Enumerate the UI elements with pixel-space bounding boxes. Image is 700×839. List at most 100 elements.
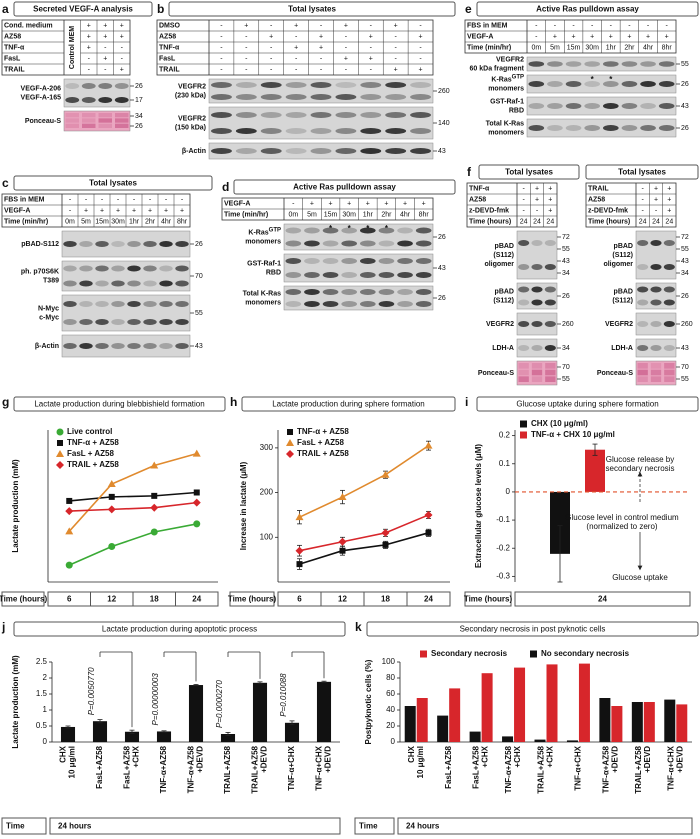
legend-marker (57, 440, 63, 446)
mw-marker: 43 (438, 265, 446, 272)
cell: - (655, 207, 658, 214)
mw-marker: 43 (681, 345, 689, 352)
cell: - (394, 44, 397, 51)
x-tick-label: FasL+AZ58 (472, 745, 481, 788)
x-tick-label: 10 μg/ml (416, 746, 425, 778)
cell: + (329, 200, 333, 207)
cell: + (548, 196, 552, 203)
ponceau-stain (637, 376, 648, 382)
band (111, 301, 125, 307)
band (235, 82, 257, 88)
band (378, 227, 395, 234)
blot-label: GST-Raf-1 (490, 98, 524, 105)
cell: + (419, 66, 423, 73)
band (341, 301, 358, 307)
band (81, 97, 96, 103)
cell: + (294, 44, 298, 51)
blot (516, 230, 558, 280)
x-tick-label: +CHX (546, 745, 555, 767)
cell: + (87, 44, 91, 51)
band (260, 94, 282, 100)
mw-marker: 55 (681, 246, 689, 253)
x-tick-label: TRAIL+AZ58 (634, 745, 643, 793)
blot-label: K-RasGTP (248, 227, 281, 236)
band (63, 241, 77, 247)
row-label: FasL (4, 55, 21, 62)
point (192, 449, 201, 457)
cell: - (88, 66, 91, 73)
band (79, 241, 93, 247)
mw-marker: 70 (562, 364, 570, 371)
band (410, 94, 432, 100)
band (378, 301, 395, 307)
band (81, 83, 96, 89)
cell: 1hr (606, 44, 617, 51)
bar (449, 688, 461, 742)
band (547, 81, 563, 87)
cell: + (667, 196, 671, 203)
band (658, 125, 675, 131)
y-tick-label: -0.1 (496, 515, 510, 524)
time-box (397, 817, 693, 835)
x-tick-label: TNF-α+AZ58 (601, 745, 610, 793)
mw-marker: 260 (438, 88, 450, 95)
band (584, 81, 601, 87)
band (285, 289, 302, 295)
cell: - (220, 33, 223, 40)
cell: - (345, 66, 348, 73)
band (544, 286, 556, 293)
row-label: TRAIL (4, 66, 25, 73)
legend-marker (286, 439, 294, 446)
cell: + (103, 33, 107, 40)
band (640, 125, 656, 131)
cell: + (148, 207, 152, 214)
blot-label: c-Myc (39, 314, 59, 321)
band (637, 286, 649, 293)
band (341, 289, 358, 295)
panel-title: Total lysates (505, 168, 553, 177)
band (415, 272, 432, 278)
blot-label: β-Actin (182, 148, 206, 155)
cell: + (120, 66, 124, 73)
series-line (299, 444, 429, 518)
cell: 2hr (624, 44, 635, 51)
band (544, 321, 556, 327)
cell: - (220, 66, 223, 73)
time-box (354, 817, 395, 835)
point (424, 510, 433, 519)
band (359, 289, 376, 295)
band (650, 321, 662, 327)
bar (599, 698, 611, 742)
row-label: FasL (159, 55, 176, 62)
blot-label: monomers (488, 85, 524, 92)
y-tick-label: 0.1 (499, 459, 511, 468)
row-label: TNF-α (4, 44, 25, 51)
cell: - (149, 196, 152, 203)
row-label: TNF-α (159, 44, 180, 51)
cell: + (103, 22, 107, 29)
panel-title: Active Ras pulldown assay (293, 183, 396, 192)
band (397, 258, 413, 264)
point (192, 498, 201, 507)
y-axis-label: Extracellular glucose levels (μM) (474, 444, 483, 568)
cell: 4hr (400, 211, 411, 218)
band (127, 343, 141, 349)
x-tick-label: TRAIL+AZ58 (251, 745, 260, 793)
band (410, 112, 432, 118)
band (63, 319, 77, 325)
legend-label: CHX (10 μg/ml) (531, 419, 588, 428)
p-value: P=0.00000003 (151, 673, 160, 726)
title-box (585, 164, 699, 180)
panel-title: Total lysates (89, 179, 137, 188)
band (658, 81, 675, 87)
cell: - (165, 196, 168, 203)
blot-label: (230 kDa) (175, 92, 206, 99)
bar (188, 685, 204, 742)
point (339, 547, 346, 554)
ponceau-stain (545, 369, 556, 376)
row-label: FBS in MEM (467, 22, 508, 29)
chart-title: Secondary necrosis in post pyknotic cell… (460, 625, 606, 634)
annotation: Glucose uptake (612, 573, 668, 582)
blot-label: pBAD (614, 243, 633, 250)
y-tick-label: 1 (43, 705, 48, 714)
